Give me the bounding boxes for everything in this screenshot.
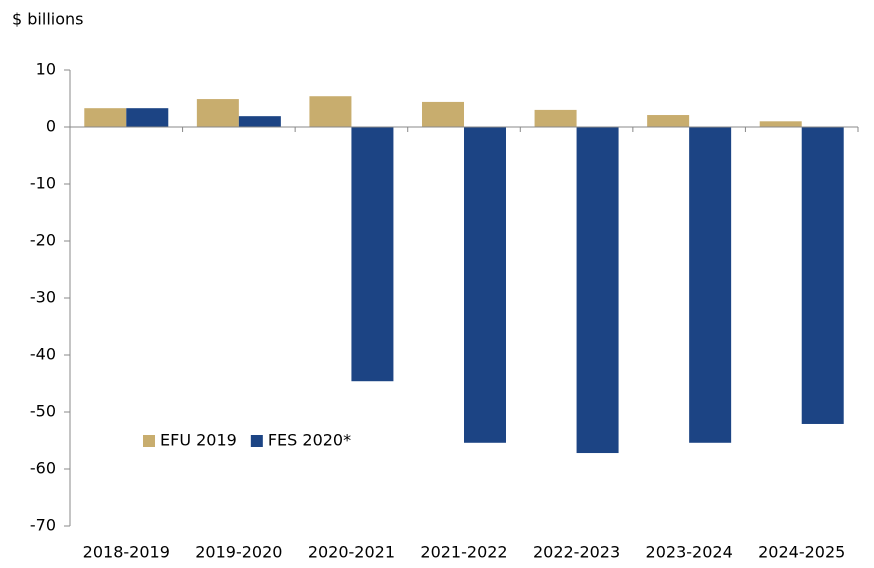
- x-tick-label: 2022-2023: [533, 543, 620, 562]
- bar: [84, 108, 127, 127]
- x-tick-label: 2020-2021: [308, 543, 395, 562]
- bar: [689, 127, 732, 443]
- bar: [534, 109, 577, 127]
- bar: [801, 127, 844, 424]
- y-tick-label: -60: [30, 459, 56, 478]
- bar: [759, 121, 802, 127]
- x-tick-label: 2024-2025: [758, 543, 845, 562]
- bar: [422, 101, 464, 127]
- x-tick-label: 2023-2024: [646, 543, 733, 562]
- y-tick-label: -50: [30, 402, 56, 421]
- x-tick-label: 2019-2020: [195, 543, 282, 562]
- y-tick-label: -20: [30, 231, 56, 250]
- legend-swatch: [250, 435, 263, 447]
- y-tick-label: 10: [36, 60, 56, 79]
- y-tick-label: -70: [30, 516, 56, 535]
- bar: [464, 127, 506, 443]
- y-tick-label: 0: [46, 117, 56, 136]
- bar: [351, 127, 394, 382]
- y-tick-label: -10: [30, 174, 56, 193]
- legend-label: FES 2020*: [268, 431, 351, 450]
- y-axis-label: $ billions: [12, 10, 83, 29]
- y-tick-label: -40: [30, 345, 56, 364]
- bar: [309, 96, 352, 127]
- bar: [196, 99, 239, 127]
- x-tick-label: 2018-2019: [83, 543, 170, 562]
- y-tick-label: -30: [30, 288, 56, 307]
- bar: [238, 116, 281, 127]
- bar: [647, 115, 690, 127]
- x-tick-label: 2021-2022: [420, 543, 507, 562]
- bar: [126, 108, 169, 127]
- legend-swatch: [143, 435, 155, 447]
- legend-label: EFU 2019: [160, 431, 237, 450]
- bar: [576, 127, 619, 454]
